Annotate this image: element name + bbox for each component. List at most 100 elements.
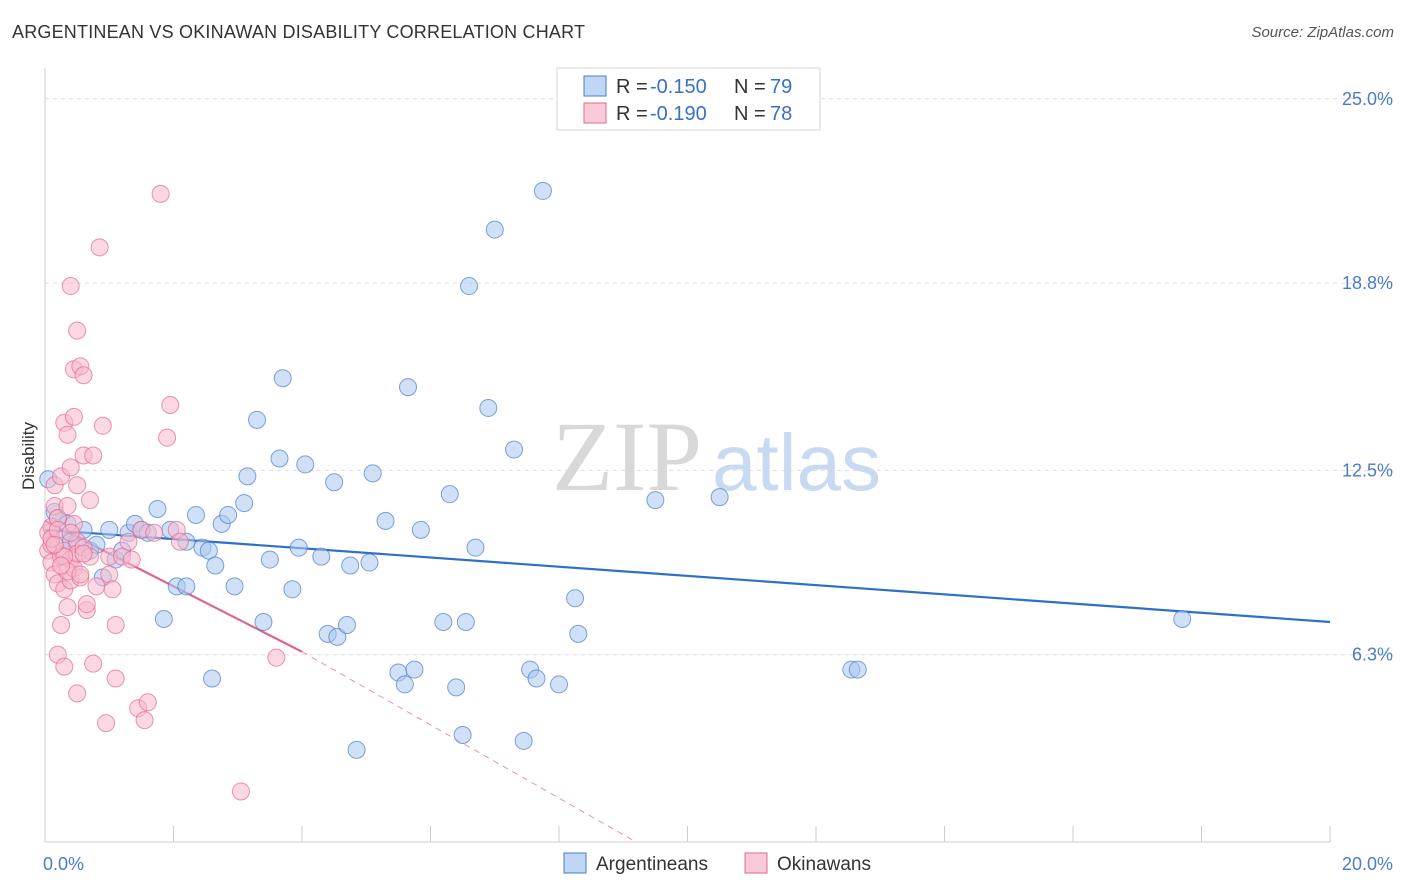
point-argentineans [514, 731, 533, 750]
chart-title: ARGENTINEAN VS OKINAWAN DISABILITY CORRE… [12, 22, 586, 42]
point-argentineans [360, 553, 379, 572]
bottom-legend-swatch-argentineans [563, 852, 587, 874]
point-okinawans [58, 497, 77, 516]
point-okinawans [52, 615, 71, 634]
y-tick-label: 25.0% [1342, 89, 1393, 109]
point-argentineans [440, 485, 459, 504]
point-okinawans [106, 615, 125, 634]
legend-r-label: R = [616, 76, 648, 98]
x-tick-label: 0.0% [43, 854, 84, 874]
point-argentineans [505, 440, 524, 459]
point-okinawans [93, 416, 112, 435]
point-okinawans [145, 523, 164, 542]
legend-swatch-argentineans [583, 75, 607, 97]
point-okinawans [161, 395, 180, 414]
point-okinawans [61, 523, 80, 542]
point-argentineans [206, 556, 225, 575]
x-tick-labels: 0.0% 20.0% [43, 854, 1393, 874]
legend-r-label: R = [616, 103, 648, 125]
y-tick-labels: 6.3% 12.5% 18.8% 25.0% [1342, 89, 1393, 665]
point-okinawans [90, 238, 109, 257]
point-argentineans [270, 449, 289, 468]
legend-r-value: -0.190 [650, 103, 707, 125]
point-argentineans [186, 505, 205, 524]
point-okinawans [87, 577, 106, 596]
point-argentineans [550, 675, 568, 694]
point-argentineans [235, 494, 254, 513]
point-argentineans [337, 615, 356, 634]
point-okinawans [68, 476, 87, 495]
point-okinawans [97, 714, 116, 733]
point-okinawans [100, 565, 119, 584]
point-argentineans [296, 455, 315, 474]
point-argentineans [325, 473, 344, 492]
legend: R = -0.150 N = 79 R = -0.190 N = 78 [556, 67, 821, 131]
point-okinawans [74, 366, 93, 385]
point-argentineans [341, 556, 360, 575]
point-argentineans [533, 181, 552, 200]
point-argentineans [1173, 610, 1192, 629]
point-argentineans [177, 577, 196, 596]
trend-line-argentineans [44, 528, 1331, 624]
point-argentineans [460, 277, 479, 296]
point-argentineans [260, 550, 279, 569]
point-okinawans [267, 648, 286, 667]
point-okinawans [68, 321, 87, 340]
point-argentineans [154, 610, 173, 629]
axes [44, 68, 1331, 843]
point-okinawans [71, 565, 90, 584]
point-okinawans [170, 532, 189, 551]
bottom-legend: Argentineans Okinawans [563, 852, 871, 875]
source-label: Source: ZipAtlas.com [1251, 24, 1394, 41]
point-argentineans [456, 613, 475, 631]
legend-row-argentineans: R = -0.150 N = 79 [583, 75, 792, 98]
legend-swatch-okinawans [583, 102, 607, 124]
point-okinawans [68, 684, 87, 703]
y-axis-label: Disability [19, 421, 38, 490]
point-argentineans [411, 520, 430, 539]
point-okinawans [106, 669, 125, 688]
point-argentineans [569, 624, 588, 643]
point-argentineans [710, 488, 729, 507]
point-okinawans [58, 598, 77, 617]
watermark: ZIP atlas [552, 401, 881, 512]
point-argentineans [485, 220, 504, 239]
point-okinawans [58, 425, 77, 444]
point-argentineans [646, 491, 665, 510]
point-okinawans [138, 693, 157, 712]
legend-row-okinawans: R = -0.190 N = 78 [583, 102, 792, 125]
bottom-legend-label-argentineans: Argentineans [596, 854, 708, 875]
trend-extension-okinawans [301, 651, 637, 843]
bottom-legend-swatch-okinawans [744, 852, 768, 874]
point-argentineans [273, 369, 292, 388]
y-tick-label: 6.3% [1352, 645, 1393, 665]
point-okinawans [103, 580, 122, 599]
point-okinawans [84, 446, 103, 465]
point-argentineans [848, 660, 867, 679]
point-okinawans [158, 428, 177, 447]
point-argentineans [479, 398, 498, 417]
point-argentineans [395, 675, 414, 694]
point-argentineans [447, 678, 466, 697]
point-okinawans [119, 532, 138, 551]
point-argentineans [254, 613, 273, 631]
point-okinawans [231, 782, 250, 801]
point-argentineans [248, 410, 267, 429]
point-argentineans [453, 725, 472, 744]
y-tick-label: 12.5% [1342, 460, 1393, 480]
point-argentineans [238, 467, 257, 486]
point-argentineans [328, 627, 347, 646]
point-okinawans [61, 277, 80, 296]
legend-n-label: N = [734, 103, 766, 125]
grid-lines [45, 98, 1395, 656]
legend-n-value: 79 [770, 76, 792, 98]
point-argentineans [148, 500, 167, 519]
point-argentineans [376, 511, 395, 530]
legend-n-value: 78 [770, 103, 792, 125]
point-argentineans [405, 660, 424, 679]
watermark-atlas: atlas [712, 418, 881, 507]
point-okinawans [122, 550, 141, 569]
point-okinawans [135, 711, 154, 730]
point-argentineans [434, 613, 453, 631]
